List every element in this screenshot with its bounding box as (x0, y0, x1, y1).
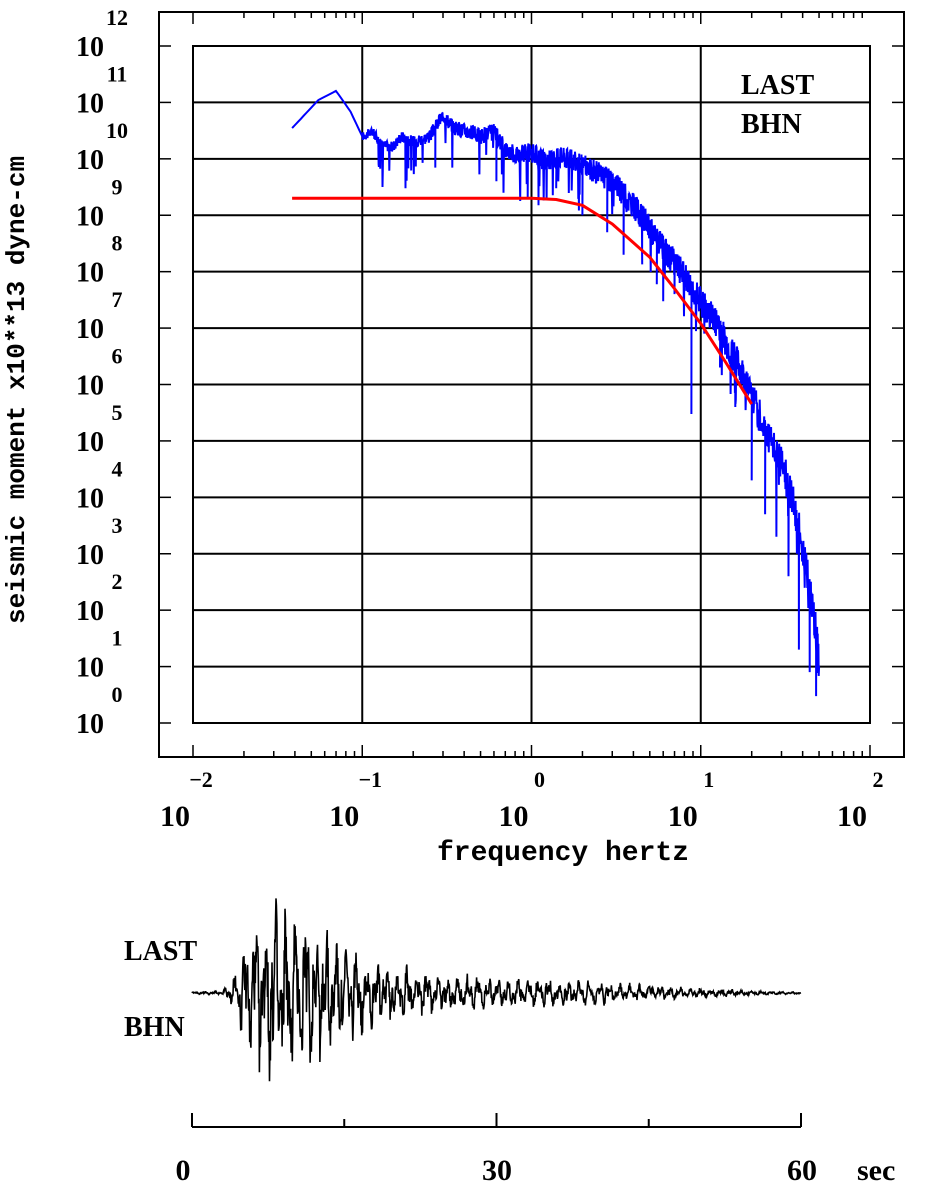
seismogram-trace (191, 898, 802, 1082)
y-tick-label: 10 (76, 88, 104, 119)
grid-lines (193, 46, 870, 723)
minor-ticks (159, 12, 904, 757)
y-tick-exponent: 9 (112, 174, 123, 199)
x-tick-label: 10 (160, 800, 190, 833)
y-tick-label: 10 (76, 145, 104, 176)
x-tick-exponent: −1 (358, 767, 382, 792)
time-tick-label-60: 60 (787, 1154, 817, 1184)
y-tick-label: 10 (76, 653, 104, 684)
y-tick-exponent: 3 (112, 513, 123, 538)
x-tick-label: 10 (499, 800, 529, 833)
y-tick-label: 10 (76, 32, 104, 63)
y-tick-exponent: 4 (112, 456, 123, 481)
y-tick-label: 10 (76, 258, 104, 289)
y-tick-label: 10 (76, 709, 104, 740)
y-tick-exponent: 5 (112, 400, 123, 425)
component-label: BHN (741, 109, 802, 140)
y-tick-exponent: 0 (112, 682, 123, 707)
station-label: LAST (741, 70, 814, 101)
y-tick-exponent: 12 (106, 5, 128, 30)
spectrum-plot: 1001011021031041051061071081091010101110… (2, 5, 905, 869)
y-tick-label: 10 (76, 427, 104, 458)
model-fit-series-line (292, 196, 753, 405)
time-axis-ticks (191, 1113, 802, 1127)
x-tick-label: 10 (668, 800, 698, 833)
x-axis-label: frequency hertz (437, 838, 689, 869)
time-unit-label: sec (857, 1154, 895, 1184)
y-tick-label: 10 (76, 483, 104, 514)
y-tick-exponent: 2 (112, 569, 123, 594)
seismogram-panel: LAST BHN 0 30 60 sec (124, 898, 895, 1184)
spectrum-series-line (291, 89, 821, 697)
x-tick-exponent: 1 (703, 767, 714, 792)
y-tick-exponent: 10 (106, 118, 128, 143)
x-tick-exponent: 2 (873, 767, 884, 792)
series-layer (291, 89, 821, 697)
x-tick-label: 10 (837, 800, 867, 833)
seismogram-component-label: BHN (124, 1012, 185, 1043)
seismogram-station-label: LAST (124, 936, 197, 967)
y-tick-label: 10 (76, 371, 104, 402)
x-tick-exponent: −2 (189, 767, 213, 792)
y-tick-label: 10 (76, 201, 104, 232)
y-tick-exponent: 8 (112, 231, 123, 256)
y-tick-labels: 1001011021031041051061071081091010101110… (76, 5, 128, 740)
y-axis-label: seismic moment x10**13 dyne-cm (2, 156, 32, 624)
x-tick-exponent: 0 (534, 767, 545, 792)
y-tick-exponent: 7 (112, 287, 123, 312)
y-tick-label: 10 (76, 314, 104, 345)
y-tick-exponent: 6 (112, 344, 123, 369)
y-tick-exponent: 11 (107, 61, 128, 86)
x-tick-label: 10 (329, 800, 359, 833)
y-tick-exponent: 1 (112, 626, 123, 651)
time-tick-label-0: 0 (176, 1154, 191, 1184)
y-tick-label: 10 (76, 540, 104, 571)
y-tick-label: 10 (76, 596, 104, 627)
time-tick-label-30: 30 (482, 1154, 512, 1184)
